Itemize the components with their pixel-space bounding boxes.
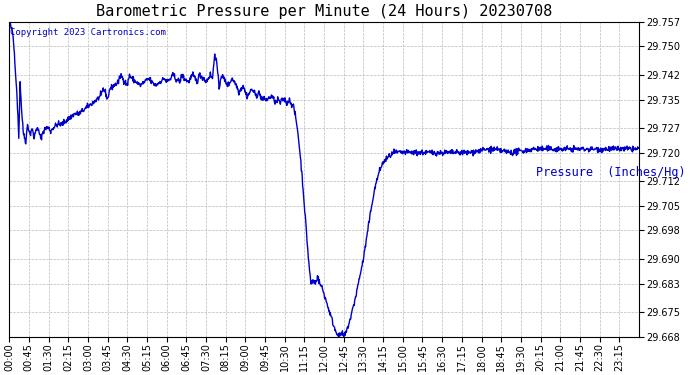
Title: Barometric Pressure per Minute (24 Hours) 20230708: Barometric Pressure per Minute (24 Hours… (96, 4, 552, 19)
Text: Copyright 2023 Cartronics.com: Copyright 2023 Cartronics.com (10, 28, 166, 37)
Y-axis label: Pressure  (Inches/Hg): Pressure (Inches/Hg) (536, 166, 686, 179)
